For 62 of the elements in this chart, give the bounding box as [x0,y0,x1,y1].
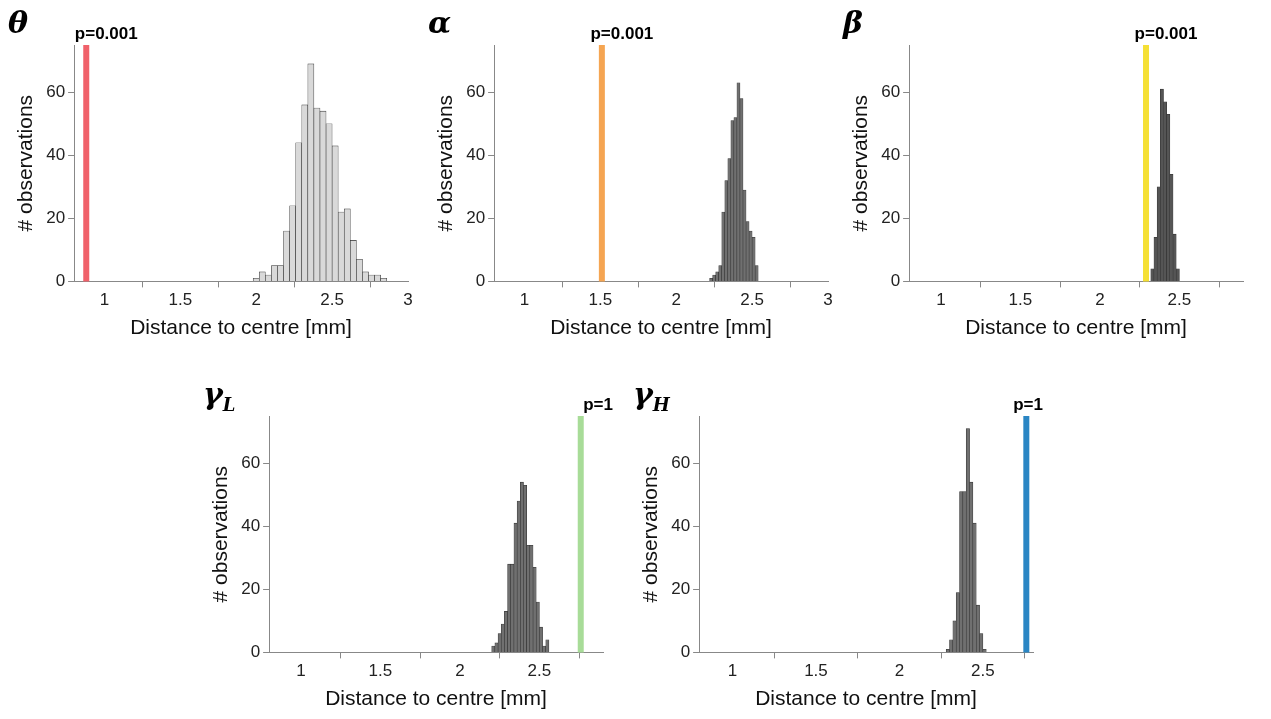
x-tick-label: 2.5 [971,661,995,681]
chart-title: β [843,5,863,40]
y-tick-label: 60 [241,452,261,472]
x-tick-label: 1 [727,661,738,681]
x-tick-label: 2 [671,290,681,310]
x-tick-label: 2 [1095,290,1105,310]
x-tick-label: 2 [894,661,905,681]
chart-title: γ$_{H}$ [633,376,670,415]
x-tick-label: 3 [823,290,833,310]
y-tick-label: 40 [671,516,691,536]
x-tick-label: 1.5 [804,661,828,681]
y-tick-label: 20 [671,579,691,599]
x-tick-label: 1 [99,290,110,310]
chart-title: α [428,5,452,40]
y-tick-label: 60 [671,452,691,472]
x-tick-label: 3 [403,290,413,310]
x-axis-title: Distance to centre [mm] [965,315,1187,339]
y-tick-label: 0 [475,271,486,291]
x-tick-label: 2.5 [740,290,764,310]
y-tick-label: 60 [46,81,66,101]
y-tick-label: 40 [241,516,261,536]
annotation: p=1 [583,395,614,415]
annotation: p=0.001 [74,24,138,44]
x-tick-label: 1.5 [168,290,193,310]
x-tick-label: 1.5 [368,661,393,681]
chart-title: θ [8,5,29,40]
y-axis-title: # observations [13,94,37,232]
y-tick-label: 40 [46,145,66,165]
y-tick-label: 20 [241,579,261,599]
x-tick-label: 2 [251,290,261,310]
x-tick-label: 1.5 [588,290,613,310]
x-tick-label: 2.5 [527,661,552,681]
y-tick-label: 40 [881,145,901,165]
y-tick-label: 20 [466,208,486,228]
y-tick-label: 60 [881,81,901,101]
annotation: p=1 [1013,395,1044,415]
x-axis-title: Distance to centre [mm] [325,686,547,710]
y-tick-label: 20 [46,208,66,228]
x-tick-label: 2 [455,661,465,681]
x-tick-label: 2.5 [320,290,344,310]
y-tick-label: 0 [680,642,691,662]
x-axis-title: Distance to centre [mm] [755,686,977,710]
x-axis-title: Distance to centre [mm] [550,315,772,339]
x-tick-label: 2.5 [1167,290,1192,310]
y-axis-title: # observations [433,94,457,232]
x-axis-title: Distance to centre [mm] [130,315,352,339]
annotation: p=0.001 [590,24,654,44]
y-tick-label: 20 [881,208,901,228]
y-tick-label: 0 [890,271,901,291]
y-tick-label: 40 [466,145,486,165]
chart-title: γ$_{L}$ [203,376,236,415]
x-tick-label: 1 [936,290,946,310]
x-tick-label: 1 [519,290,530,310]
x-tick-label: 1.5 [1008,290,1033,310]
y-tick-label: 0 [250,642,261,662]
x-tick-label: 1 [296,661,306,681]
y-axis-title: # observations [208,465,232,603]
annotation: p=0.001 [1134,24,1198,44]
y-axis-title: # observations [638,465,662,603]
y-tick-label: 60 [466,81,486,101]
y-tick-label: 0 [55,271,66,291]
y-axis-title: # observations [848,94,872,232]
